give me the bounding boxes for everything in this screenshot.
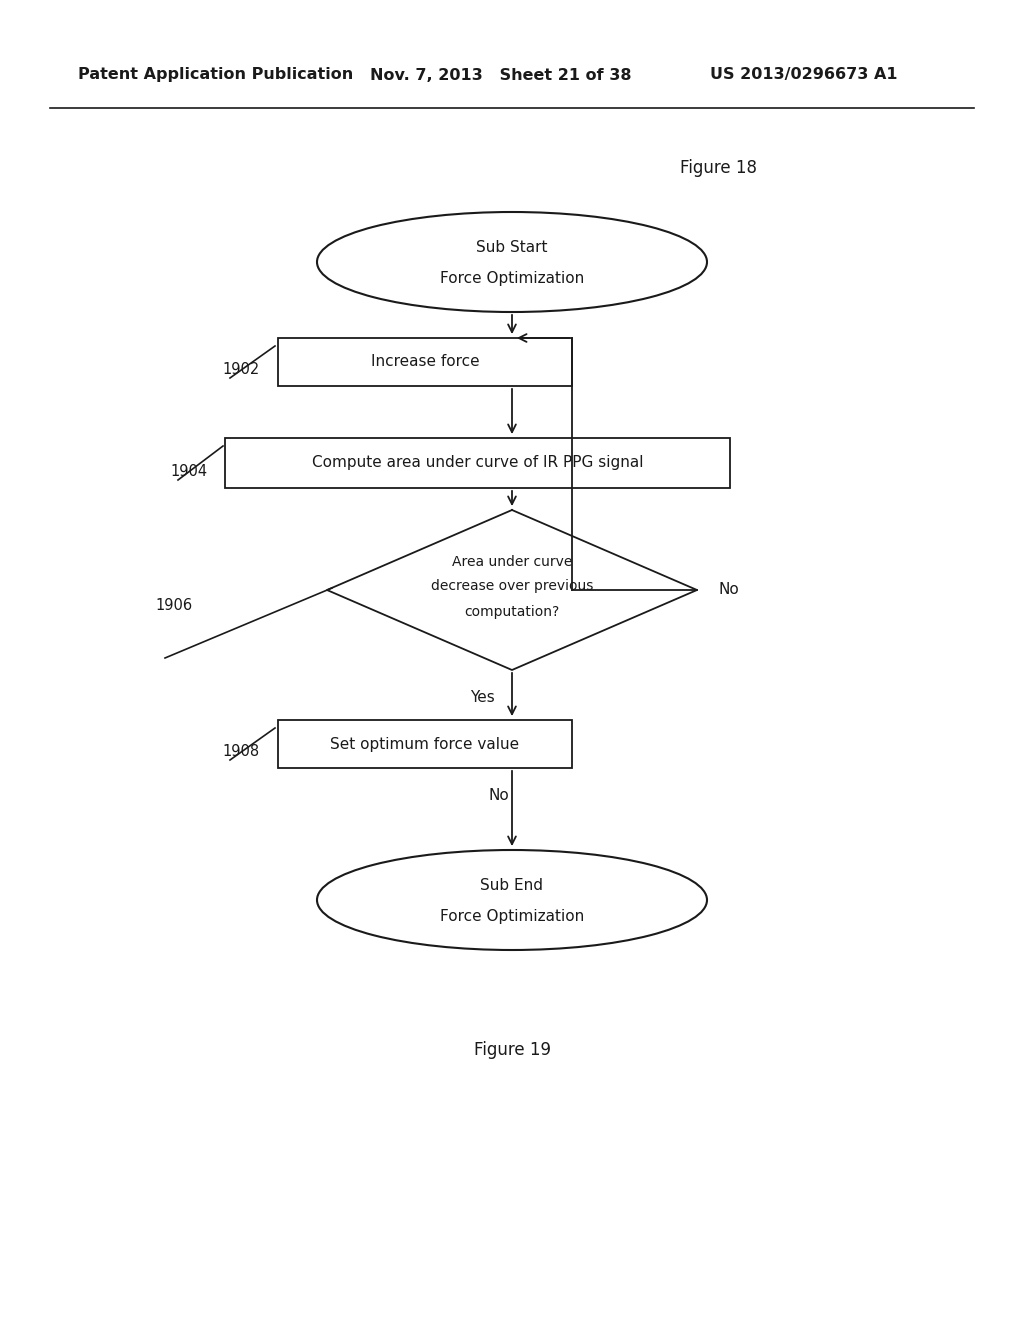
Text: US 2013/0296673 A1: US 2013/0296673 A1 — [710, 67, 897, 82]
Text: Sub Start: Sub Start — [476, 240, 548, 256]
Text: Force Optimization: Force Optimization — [440, 271, 584, 285]
Text: 1902: 1902 — [222, 363, 259, 378]
Bar — [225, 438, 730, 488]
Text: Yes: Yes — [470, 690, 495, 705]
Text: 1906: 1906 — [155, 598, 193, 612]
Text: Force Optimization: Force Optimization — [440, 908, 584, 924]
Text: computation?: computation? — [464, 605, 560, 619]
Text: Compute area under curve of IR PPG signal: Compute area under curve of IR PPG signa… — [311, 455, 643, 470]
Text: 1904: 1904 — [170, 463, 207, 479]
Text: Nov. 7, 2013   Sheet 21 of 38: Nov. 7, 2013 Sheet 21 of 38 — [370, 67, 632, 82]
Bar — [278, 719, 572, 768]
Text: No: No — [719, 582, 739, 598]
Text: 1908: 1908 — [222, 744, 259, 759]
Text: Sub End: Sub End — [480, 879, 544, 894]
Text: Area under curve: Area under curve — [452, 554, 572, 569]
Text: Increase force: Increase force — [371, 355, 479, 370]
Text: Set optimum force value: Set optimum force value — [331, 737, 519, 751]
Text: Patent Application Publication: Patent Application Publication — [78, 67, 353, 82]
Text: Figure 18: Figure 18 — [680, 158, 757, 177]
Text: Figure 19: Figure 19 — [473, 1041, 551, 1059]
Bar — [278, 338, 572, 385]
Text: decrease over previous: decrease over previous — [431, 579, 593, 593]
Text: No: No — [488, 788, 509, 804]
